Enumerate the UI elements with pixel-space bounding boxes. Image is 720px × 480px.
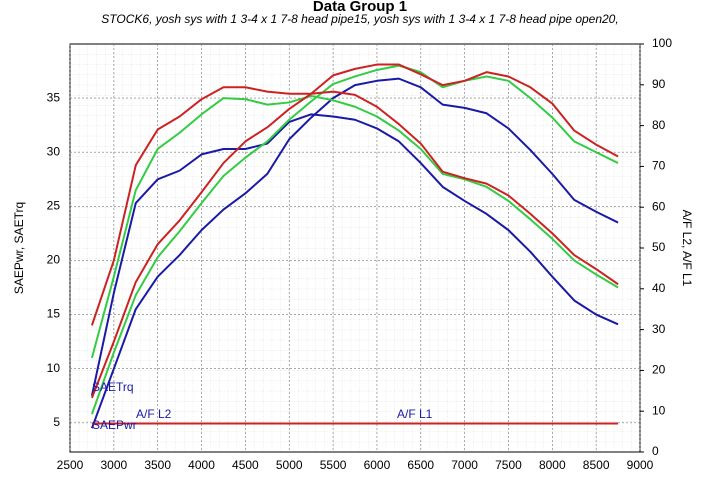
chart-title: Data Group 1	[313, 0, 407, 15]
data-line	[90, 77, 619, 429]
y-axis-label: SAEPwr, SAETrq	[12, 202, 26, 294]
x-tick-label: 6000	[364, 458, 391, 472]
x-tick-label: 6500	[407, 458, 434, 472]
data-line	[90, 63, 619, 399]
y2-axis-label: A/F L2, A/F L1	[680, 210, 694, 287]
x-tick-label: 8000	[539, 458, 566, 472]
y2-tick-label: 30	[652, 322, 666, 336]
y2-tick-label: 40	[652, 281, 666, 295]
annotation: A/F L2	[136, 407, 172, 421]
annotation: A/F L1	[397, 407, 433, 421]
y2-tick-label: 90	[652, 77, 666, 91]
x-tick-label: 9000	[627, 458, 654, 472]
y-tick-label: 25	[47, 199, 61, 213]
annotation: SAETrq	[92, 380, 134, 394]
x-tick-label: 2500	[57, 458, 84, 472]
y-tick-label: 35	[47, 90, 61, 104]
y2-tick-label: 60	[652, 199, 666, 213]
y-tick-label: 30	[47, 144, 61, 158]
x-tick-label: 4500	[232, 458, 259, 472]
x-tick-label: 7500	[495, 458, 522, 472]
x-tick-label: 8500	[583, 458, 610, 472]
chart-subtitle: STOCK6, yosh sys with 1 3-4 x 1 7-8 head…	[101, 12, 618, 26]
y-tick-label: 20	[47, 253, 61, 267]
annotation: SAEPwr	[92, 418, 137, 432]
x-tick-label: 3000	[100, 458, 127, 472]
data-line	[90, 86, 619, 326]
y2-tick-label: 50	[652, 240, 666, 254]
data-line	[90, 113, 619, 396]
y2-tick-label: 0	[652, 444, 659, 458]
y2-tick-label: 100	[652, 36, 672, 50]
y2-tick-label: 70	[652, 159, 666, 173]
x-tick-label: 5000	[276, 458, 303, 472]
x-tick-label: 5500	[320, 458, 347, 472]
x-tick-label: 7000	[451, 458, 478, 472]
data-line	[90, 64, 619, 415]
y2-tick-label: 20	[652, 363, 666, 377]
x-tick-label: 4000	[188, 458, 215, 472]
y-tick-label: 15	[47, 307, 61, 321]
y-tick-label: 10	[47, 361, 61, 375]
y2-tick-label: 80	[652, 118, 666, 132]
y-tick-label: 5	[53, 415, 60, 429]
data-line	[90, 94, 619, 359]
x-tick-label: 3500	[144, 458, 171, 472]
y2-tick-label: 10	[652, 403, 666, 417]
